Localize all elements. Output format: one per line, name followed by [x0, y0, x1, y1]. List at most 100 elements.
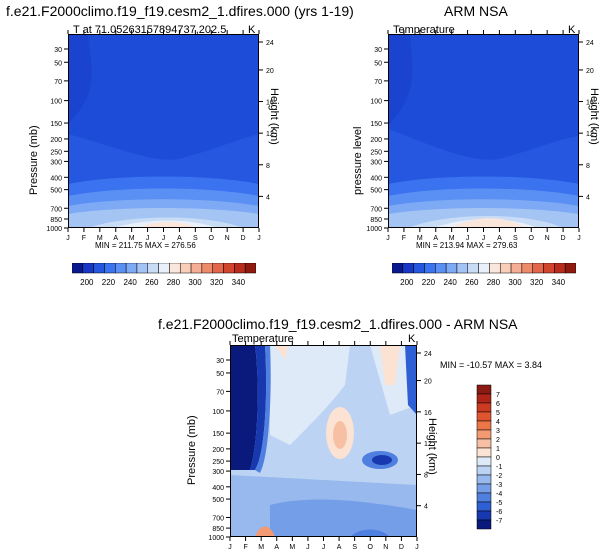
colorbar-panel1-label: 280 [167, 278, 181, 287]
panel3-dark-strip-2 [250, 345, 267, 470]
colorbar-panel2-swatch [435, 263, 447, 274]
colorbar-panel2-swatch [554, 263, 566, 274]
colorbar-diff-swatch [476, 492, 492, 503]
colorbar-panel2-swatch [467, 263, 479, 274]
panel2-y2tick-label: 4 [586, 194, 590, 201]
panel3-y2tick-label: 20 [424, 379, 432, 386]
colorbar-diff: 7 6 5 4 3 2 1 0 -1 -2 -3 -4 -5 -6 -7 [476, 384, 502, 530]
panel2-ytick-label: 70 [374, 79, 382, 86]
colorbar-panel1-swatch [82, 263, 94, 274]
panel3-left-label: Temperature [232, 333, 294, 345]
colorbar-panel1-swatch [93, 263, 105, 274]
panel2-ytick-label: 50 [374, 60, 382, 67]
panel3-xtick-label: M [289, 544, 295, 551]
panel3-xtick-label: M [258, 544, 264, 551]
panel2-xtick-label: F [402, 235, 406, 242]
panel3-xtick-label: N [383, 544, 388, 551]
colorbar-diff-label: 0 [496, 455, 500, 462]
panel2-y2tick-label: 20 [586, 68, 594, 75]
panel1-y2tick-label: 4 [266, 194, 270, 201]
colorbar-diff-label: 2 [496, 437, 500, 444]
colorbar-panel2-swatch [478, 263, 490, 274]
colorbar-diff-swatch [476, 393, 492, 404]
panel2-y2label: Height (km) [588, 88, 600, 145]
panel3-ytick-label: 1000 [208, 535, 224, 542]
colorbar-diff-swatch [476, 429, 492, 440]
colorbar-diff-label: -6 [496, 509, 502, 516]
panel3-minmax: MIN = -10.57 MAX = 3.84 [440, 360, 543, 370]
colorbar-panel2-label: 220 [422, 278, 436, 287]
panel1-y2tick-label: 20 [266, 68, 274, 75]
panel2-ytick-label: 850 [370, 217, 382, 224]
panel3-ytick-label: 300 [212, 469, 224, 476]
panel3-xtick-label: F [243, 544, 247, 551]
panel3-xtick-label: O [368, 544, 374, 551]
panel1-y2tick-label: 8 [266, 163, 270, 170]
colorbar-panel1-swatch [158, 263, 170, 274]
panel1-xtick-label: J [257, 235, 261, 242]
panel3-dark-strip [230, 345, 258, 470]
panel3-ytick-label: 500 [212, 497, 224, 504]
panel1-xtick-label: F [82, 235, 86, 242]
colorbar-panel2-swatch [521, 263, 533, 274]
panel1-xtick-label: O [209, 235, 215, 242]
colorbar-diff-label: -1 [496, 464, 502, 471]
panel3-frame [230, 345, 417, 537]
colorbar-diff-swatch [476, 411, 492, 422]
panel3-xtick-label: A [337, 544, 342, 551]
panel2-xtick-label: D [561, 235, 566, 242]
panel1-ytick-label: 100 [50, 99, 62, 106]
colorbar-panel1-swatch [136, 263, 149, 274]
panel2-ytick-label: 150 [370, 121, 382, 128]
colorbar-panel1-label: 220 [102, 278, 116, 287]
panel3-title: f.e21.F2000climo.f19_f19.cesm2_1.dfires.… [158, 316, 518, 332]
panel1-ytick-label: 70 [54, 79, 62, 86]
colorbar-panel1-label: 240 [123, 278, 137, 287]
colorbar-diff-label: 3 [496, 428, 500, 435]
panel3-top-mid-warm [275, 345, 288, 360]
colorbar-diff-label: 7 [496, 392, 500, 399]
panel2-ytick-label: 1000 [366, 226, 382, 233]
panel2-xtick-label: N [545, 235, 550, 242]
panel1-ytick-label: 150 [50, 121, 62, 128]
panel2-ytick-label: 400 [370, 175, 382, 182]
panel1-ytick-label: 50 [54, 60, 62, 67]
panel3-ytick-label: 150 [212, 431, 224, 438]
panel1-ytick-label: 700 [50, 206, 62, 213]
panel2-ytick-label: 200 [370, 137, 382, 144]
panel1-ytick-label: 250 [50, 149, 62, 156]
colorbar-panel2-swatch [413, 263, 425, 274]
colorbar-panel1-swatch [212, 263, 224, 274]
panel1-right-label: K [248, 24, 256, 36]
panel2-ytick-label: 30 [374, 47, 382, 54]
panel3-ytick-label: 400 [212, 485, 224, 492]
panel1-xtick-label: J [66, 235, 70, 242]
colorbar-panel2-swatch [543, 263, 555, 274]
colorbar-diff-swatch [476, 501, 492, 512]
colorbar-diff-label: -4 [496, 491, 502, 498]
colorbar-panel2-swatch [424, 263, 436, 274]
panel1-xtick-label: N [225, 235, 230, 242]
colorbar-diff-label: 6 [496, 401, 500, 408]
panel1-ytick-label: 400 [50, 175, 62, 182]
panel2-title: ARM NSA [444, 3, 508, 19]
panel3-warm-blob-inner [333, 421, 347, 449]
colorbar-panel1-label: 300 [188, 278, 202, 287]
colorbar-diff-swatch [476, 438, 492, 449]
panel2-y2tick-label: 8 [586, 163, 590, 170]
colorbar-diff-swatch [476, 384, 492, 395]
colorbar-panel1-swatch [72, 263, 84, 274]
panel2-ytick-label: 100 [370, 99, 382, 106]
colorbar-diff-swatch [476, 447, 492, 458]
colorbar-panel2-swatch [392, 263, 404, 274]
panel1-left-label: T at 71.05263157894737,202.5 [73, 24, 227, 36]
colorbar-panel2-swatch [510, 263, 523, 274]
panel1-warm-core [138, 222, 198, 228]
panel3-y2tick-label: 4 [424, 504, 428, 511]
panel1-ytick-label: 300 [50, 159, 62, 166]
panel2-minmax: MIN = 213.94 MAX = 279.63 [416, 241, 518, 250]
colorbar-panel2-label: 240 [443, 278, 457, 287]
panel2-xtick-label: O [529, 235, 535, 242]
panel2-y2tick-label: 24 [586, 40, 594, 47]
panel3-ytick-label: 250 [212, 459, 224, 466]
